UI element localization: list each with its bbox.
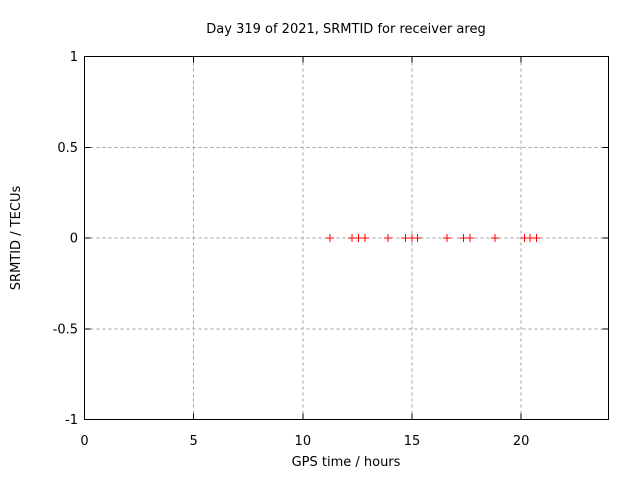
chart-title: Day 319 of 2021, SRMTID for receiver are… <box>206 22 485 37</box>
y-axis-label: SRMTID / TECUs <box>9 186 24 291</box>
x-tick-label: 15 <box>404 434 421 449</box>
y-tick-label: -0.5 <box>53 322 78 337</box>
x-axis-label: GPS time / hours <box>292 455 401 470</box>
y-tick-label: 1 <box>70 50 78 65</box>
y-tick-label: 0.5 <box>57 141 78 156</box>
plot-area: 0 5 10 15 20 1 0.5 0 -0.5 -1 <box>53 50 609 449</box>
y-tick-label: 0 <box>70 232 78 247</box>
y-tick-label: -1 <box>65 413 78 428</box>
x-tick-label: 10 <box>295 434 312 449</box>
x-tick-label: 5 <box>190 434 198 449</box>
x-tick-label: 20 <box>513 434 530 449</box>
x-tick-label: 0 <box>80 434 88 449</box>
